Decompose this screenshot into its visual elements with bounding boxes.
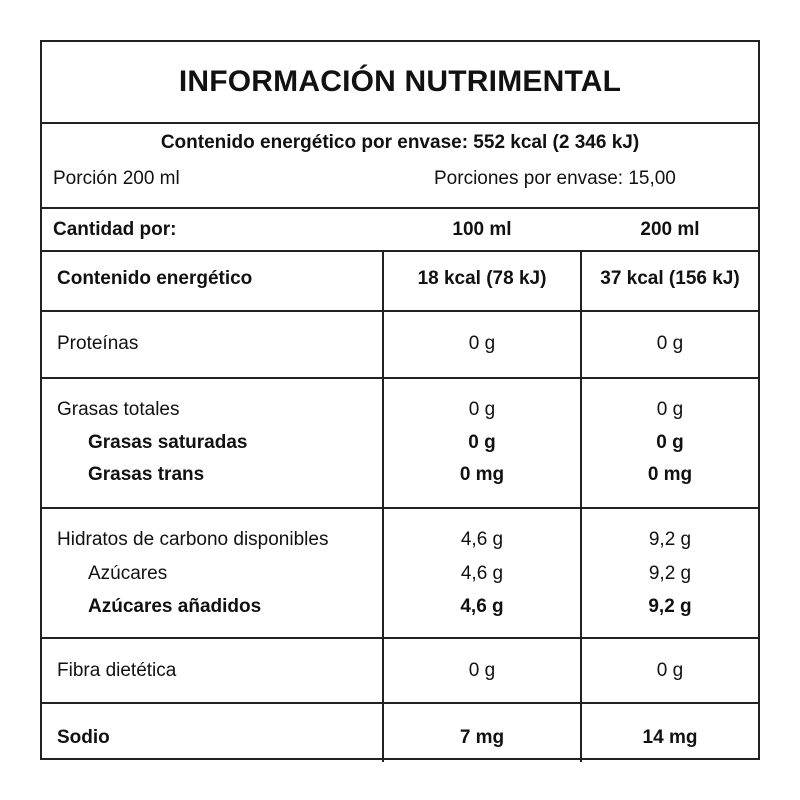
energy-per-package: Contenido energético por envase: 552 kca…: [160, 132, 640, 153]
row-fat-200ml: 0 g: [656, 399, 684, 420]
portion-size: Porción 200 ml: [53, 168, 180, 189]
divider-header: [42, 250, 758, 252]
portions-per-package: Porciones por envase: 15,00: [434, 168, 676, 189]
divider-carbs: [42, 637, 758, 639]
row-energy-200ml: 37 kcal (156 kJ): [600, 268, 740, 289]
row-carbs-100ml: 4,6 g: [460, 529, 504, 550]
divider-serving: [42, 207, 758, 209]
row-sodium-100ml: 7 mg: [459, 727, 505, 748]
header-col-100ml: 100 ml: [452, 219, 512, 240]
row-sugars-label: Azúcares: [88, 563, 168, 584]
header-col-200ml: 200 ml: [640, 219, 700, 240]
row-added-sugar-100ml: 4,6 g: [460, 596, 504, 617]
divider-energy: [42, 310, 758, 312]
row-sodium-200ml: 14 mg: [642, 727, 698, 748]
column-divider-2: [580, 250, 582, 762]
row-fiber-200ml: 0 g: [656, 660, 684, 681]
row-fiber-label: Fibra dietética: [57, 660, 177, 681]
row-sodium-label: Sodio: [57, 727, 110, 748]
row-trans-fat-100ml: 0 mg: [459, 464, 505, 485]
divider-protein: [42, 377, 758, 379]
row-fat-100ml: 0 g: [468, 399, 496, 420]
divider-title: [42, 122, 758, 124]
row-carbs-label: Hidratos de carbono disponibles: [57, 529, 329, 550]
nutrition-facts-label: INFORMACIÓN NUTRIMENTAL Contenido energé…: [40, 40, 760, 762]
row-added-sugar-200ml: 9,2 g: [648, 596, 692, 617]
row-sat-fat-100ml: 0 g: [468, 432, 496, 453]
row-protein-200ml: 0 g: [656, 333, 684, 354]
row-trans-fat-200ml: 0 mg: [647, 464, 693, 485]
row-trans-fat-label: Grasas trans: [88, 464, 205, 485]
row-sugars-100ml: 4,6 g: [460, 563, 504, 584]
row-energy-label: Contenido energético: [57, 268, 253, 289]
row-sat-fat-200ml: 0 g: [656, 432, 684, 453]
label-title: INFORMACIÓN NUTRIMENTAL: [178, 65, 622, 98]
row-fat-label: Grasas totales: [57, 399, 180, 420]
row-protein-100ml: 0 g: [468, 333, 496, 354]
column-divider-1: [382, 250, 384, 762]
row-added-sugar-label: Azúcares añadidos: [88, 596, 262, 617]
row-fiber-100ml: 0 g: [468, 660, 496, 681]
divider-fiber: [42, 702, 758, 704]
divider-fats: [42, 507, 758, 509]
row-sat-fat-label: Grasas saturadas: [88, 432, 248, 453]
row-sugars-200ml: 9,2 g: [648, 563, 692, 584]
row-energy-100ml: 18 kcal (78 kJ): [417, 268, 547, 289]
row-carbs-200ml: 9,2 g: [648, 529, 692, 550]
row-protein-label: Proteínas: [57, 333, 139, 354]
header-label: Cantidad por:: [53, 219, 177, 240]
